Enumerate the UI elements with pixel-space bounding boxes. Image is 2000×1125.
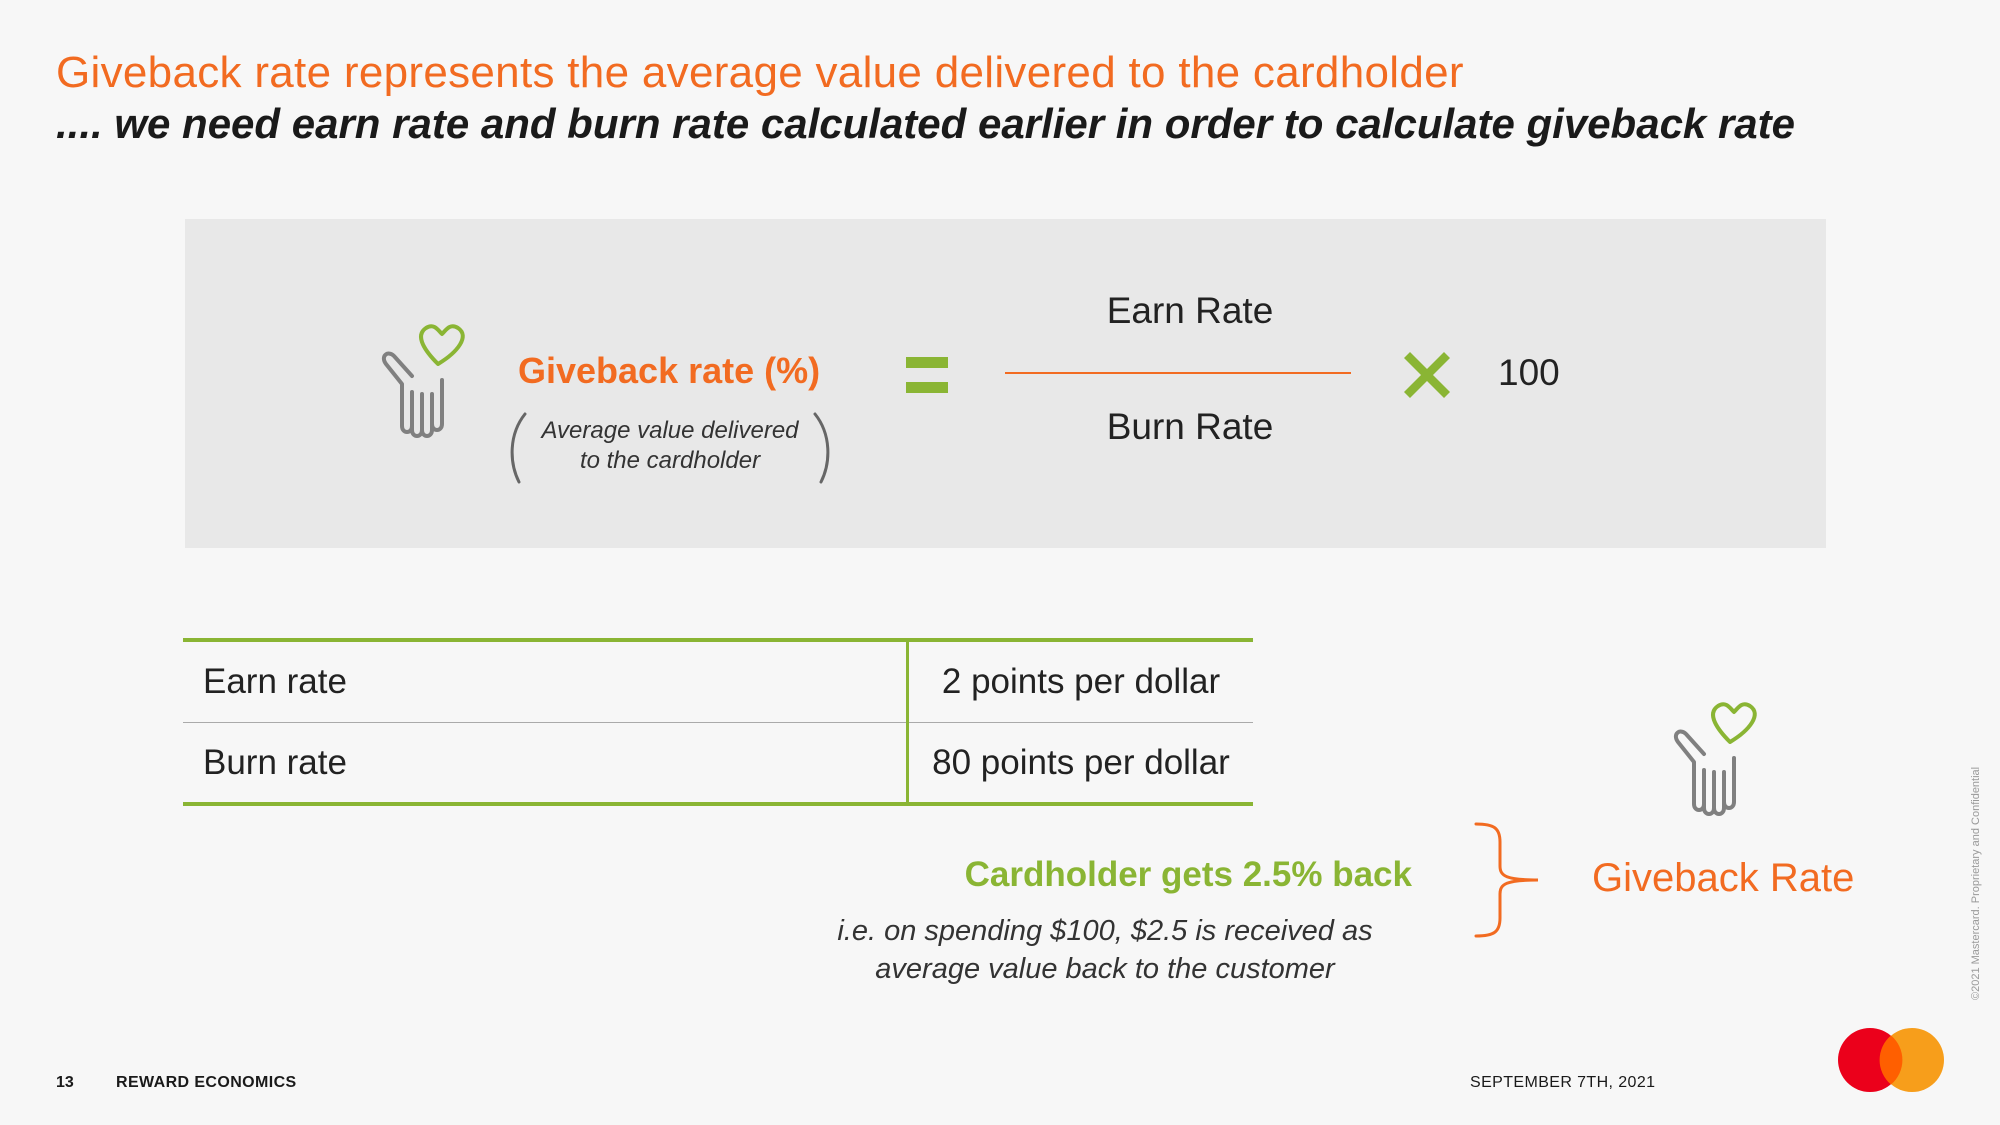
result-detail: i.e. on spending $100, $2.5 is received … [790,912,1420,988]
giveback-rate-label: Giveback rate (%) [518,350,821,391]
table-bottom-rule [183,802,1253,806]
page-title: Giveback rate represents the average val… [56,48,1464,97]
note-line-2: to the cardholder [579,447,761,474]
table-row-label: Earn rate [203,662,347,701]
table-row-divider [183,722,1253,723]
table-row-value: 80 points per dollar [932,743,1230,782]
result-headline: Cardholder gets 2.5% back [964,855,1412,894]
copyright-notice: ©2021 Mastercard. Proprietary and Confid… [1970,766,1982,1000]
multiplier-value: 100 [1498,352,1560,393]
giveback-rate-note: Average value delivered to the cardholde… [505,412,835,484]
fraction-line [1005,372,1351,374]
equals-icon [906,357,948,393]
fraction-denominator: Burn Rate [1106,406,1274,447]
table-column-divider [906,638,909,806]
table-row-label: Burn rate [203,743,347,782]
footer-section-name: REWARD ECONOMICS [116,1074,297,1091]
rates-table: Earn rate 2 points per dollar Burn rate … [183,638,1253,806]
table-row-value: 2 points per dollar [941,662,1221,701]
result-detail-line-2: average value back to the customer [875,953,1335,985]
result-detail-line-1: i.e. on spending $100, $2.5 is received … [837,915,1373,947]
footer-date: SEPTEMBER 7TH, 2021 [1470,1074,1656,1091]
parentheses-icon [510,412,830,484]
curly-brace-icon [1474,822,1539,938]
formula-panel [185,219,1826,548]
note-line-1: Average value delivered [541,417,799,444]
page-subtitle: .... we need earn rate and burn rate cal… [56,100,1796,147]
table-top-rule [183,638,1253,642]
hand-heart-icon [381,324,465,438]
hand-heart-icon [1673,702,1757,816]
giveback-rate-result-label: Giveback Rate [1592,856,1855,900]
times-icon [1404,352,1450,398]
mastercard-logo [1838,1028,1944,1092]
page-number: 13 [56,1074,74,1091]
fraction-numerator: Earn Rate [1106,290,1274,331]
